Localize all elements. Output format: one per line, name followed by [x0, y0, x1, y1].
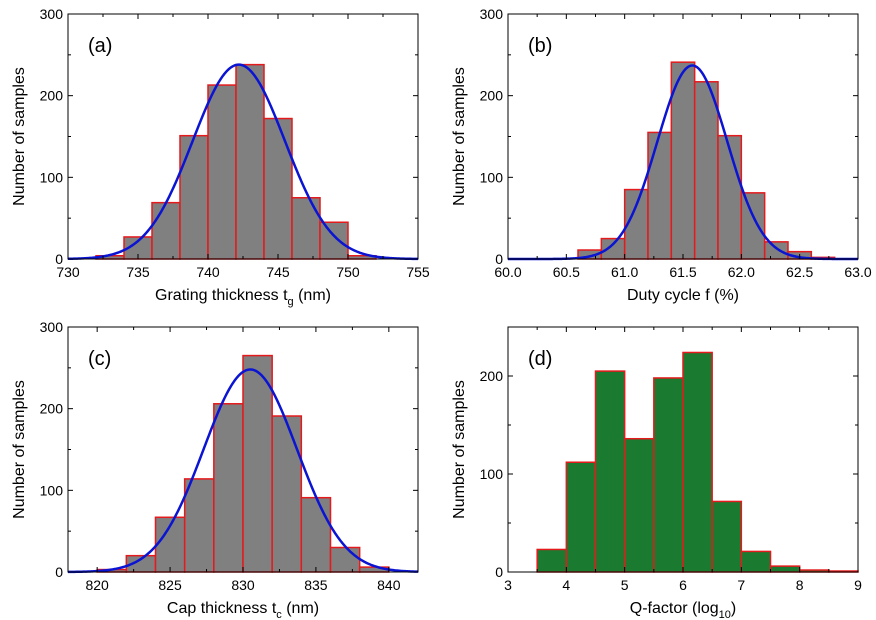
chart-panel-b: 60.0 60.5 61.0 61.5 62.0 62.5 63.0 0 100 200 300 (b…: [451, 6, 872, 304]
y-tick-label: 100: [40, 169, 64, 185]
chart-panel-a: 730 735 740 745 750 755 0 100 200 300 (a) Grating t…: [11, 6, 430, 308]
histogram-bar: [693, 81, 719, 260]
histogram-bar: [263, 117, 293, 260]
gaussian-fit-curve: [67, 368, 419, 574]
x-tick-label: 745: [266, 264, 290, 280]
y-axis-label: Number of samples: [11, 67, 28, 206]
x-tick-label: 62.0: [728, 264, 755, 280]
x-tick-label: 61.0: [611, 264, 638, 280]
histogram-bar: [291, 197, 321, 260]
y-tick-label: 0: [495, 251, 503, 267]
chart-panel-d: 3 4 5 6 7 8 9 0 100 200 (d) Q-factor (log10) Number …: [451, 326, 862, 620]
histogram-bar: [682, 351, 713, 573]
x-tick-label: 6: [679, 577, 687, 593]
panel-label: (b): [528, 35, 552, 57]
x-axis-label: Grating thickness tg (nm): [155, 287, 331, 308]
panel-label: (c): [88, 348, 111, 370]
histogram-bar: [717, 134, 743, 260]
y-tick-label: 200: [40, 401, 64, 417]
histogram-bar: [151, 201, 181, 260]
panel-label: (a): [88, 35, 112, 57]
x-tick-label: 750: [336, 264, 360, 280]
histogram-bar: [179, 134, 209, 260]
histogram-bar: [207, 84, 237, 260]
x-axis-label: Duty cycle f (%): [627, 287, 739, 304]
y-axis-label: Number of samples: [11, 380, 28, 519]
y-tick-label: 200: [480, 368, 504, 384]
histogram-bar: [183, 478, 215, 573]
panel-label: (d): [528, 348, 552, 370]
chart-panel-c: 820 825 830 835 840 0 100 200 300 (c) Cap thicknes…: [11, 319, 419, 620]
histogram-bar: [647, 131, 673, 260]
y-tick-label: 100: [480, 169, 504, 185]
x-tick-label: 8: [796, 577, 804, 593]
histogram-bar: [300, 496, 332, 573]
gaussian-fit-curve: [67, 63, 419, 261]
x-axis-label: Q-factor (log10): [630, 600, 737, 620]
y-tick-label: 0: [55, 251, 63, 267]
histogram-bar: [670, 61, 696, 260]
x-tick-label: 740: [196, 264, 220, 280]
histogram-bar: [329, 546, 361, 573]
x-tick-label: 825: [158, 577, 182, 593]
histogram-bar: [600, 237, 626, 260]
y-tick-label: 300: [480, 6, 504, 22]
x-tick-label: 60.0: [494, 264, 521, 280]
x-tick-label: 835: [304, 577, 328, 593]
y-tick-label: 300: [40, 319, 64, 335]
x-tick-label: 63.0: [844, 264, 871, 280]
histogram-bar: [242, 354, 273, 573]
histogram-bar: [235, 63, 265, 260]
histogram-bar: [711, 500, 743, 573]
x-axis-label: Cap thickness tc (nm): [167, 600, 319, 620]
x-tick-label: 3: [504, 577, 512, 593]
histogram-bar: [763, 241, 789, 260]
histogram-bar: [536, 548, 568, 573]
x-tick-label: 730: [56, 264, 80, 280]
y-tick-label: 0: [55, 564, 63, 580]
y-axis-label: Number of samples: [451, 67, 468, 206]
histogram-bar: [769, 565, 801, 573]
x-tick-label: 735: [126, 264, 150, 280]
x-tick-label: 61.5: [669, 264, 696, 280]
x-tick-label: 755: [406, 264, 430, 280]
histogram-bar: [653, 377, 684, 573]
y-tick-label: 0: [495, 564, 503, 580]
x-tick-label: 5: [621, 577, 629, 593]
y-tick-label: 200: [480, 88, 504, 104]
x-tick-label: 820: [85, 577, 109, 593]
y-tick-label: 100: [40, 482, 64, 498]
histogram-bar: [740, 550, 772, 573]
histogram-bar: [271, 415, 303, 573]
x-tick-label: 830: [231, 577, 255, 593]
x-tick-label: 9: [854, 577, 862, 593]
x-tick-label: 62.5: [786, 264, 813, 280]
y-tick-label: 300: [40, 6, 64, 22]
y-tick-label: 100: [480, 466, 504, 482]
x-tick-label: 60.5: [553, 264, 580, 280]
y-axis-label: Number of samples: [451, 380, 468, 519]
histogram-bar: [565, 461, 597, 573]
x-tick-label: 7: [737, 577, 745, 593]
x-tick-label: 4: [562, 577, 570, 593]
x-tick-label: 840: [377, 577, 401, 593]
y-tick-label: 200: [40, 88, 64, 104]
histogram-bar: [213, 403, 244, 573]
histogram-bar: [319, 221, 349, 260]
histogram-bar: [594, 370, 626, 573]
histogram-bar: [623, 437, 655, 573]
histogram-bar: [740, 192, 766, 260]
